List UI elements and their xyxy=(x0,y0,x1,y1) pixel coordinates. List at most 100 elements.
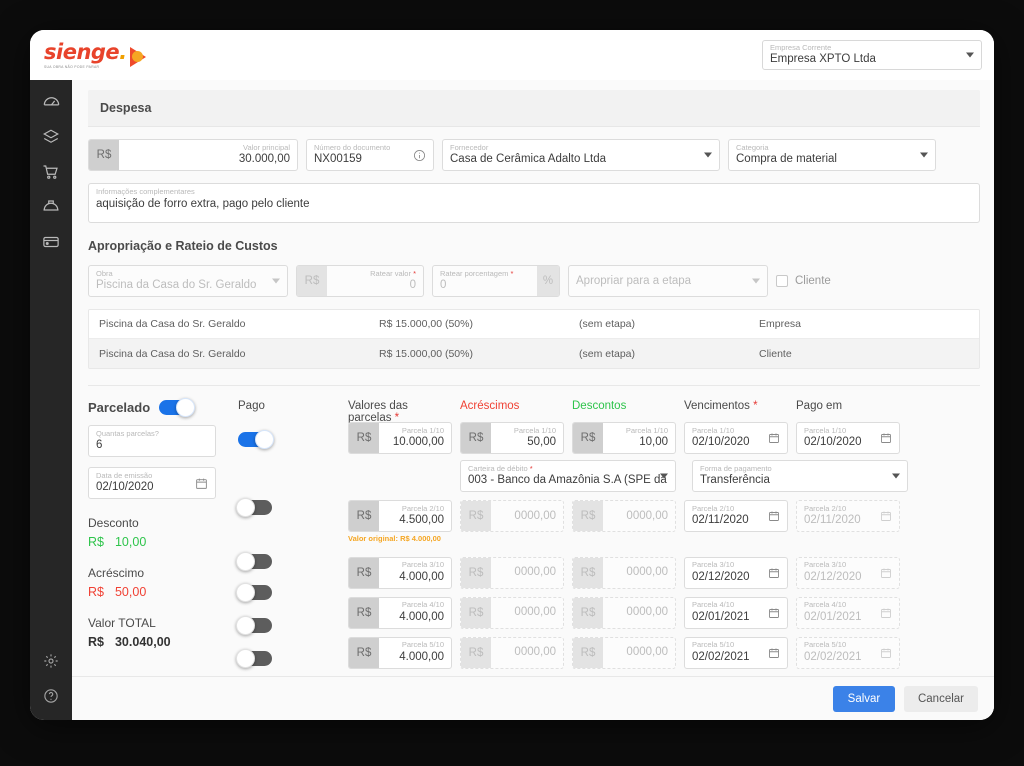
parcela-3-acrescimo-field[interactable]: R$ 0000,00 xyxy=(460,556,564,589)
parcela-5-vencimento-field[interactable]: Parcela 5/10 02/02/2021 xyxy=(684,636,788,669)
parcela-2-pago-em-field[interactable]: Parcela 2/10 02/11/2020 xyxy=(796,500,900,532)
parcela-row-3: R$ Parcela 3/10 4.000,00 xyxy=(348,556,980,589)
parcela-2-valor-field[interactable]: R$ Parcela 2/10 4.500,00 xyxy=(348,500,452,532)
calendar-icon[interactable] xyxy=(768,638,787,668)
header-vencimentos: Vencimentos * xyxy=(684,400,758,412)
sienge-logo[interactable]: sienge. SUA OBRA NÃO PODE PARAR xyxy=(44,41,146,69)
parcela-5-valor-field[interactable]: R$ Parcela 5/10 4.000,00 xyxy=(348,636,452,669)
parcela-3-pago-em-field[interactable]: Parcela 3/10 02/12/2020 xyxy=(796,556,900,589)
calendar-icon[interactable] xyxy=(880,598,899,628)
table-row[interactable]: Piscina da Casa do Sr. Geraldo R$ 15.000… xyxy=(89,310,979,339)
parcela-1-desconto-field[interactable]: R$ Parcela 1/10 10,00 xyxy=(572,422,676,454)
parcelado-toggle[interactable] xyxy=(159,398,196,417)
pago-toggle-6[interactable] xyxy=(236,649,272,668)
valor-principal-label: Valor principal xyxy=(243,143,290,152)
valor-principal-field[interactable]: R$ Valor principal 30.000,00 xyxy=(88,139,298,171)
parcela-5-desconto-field[interactable]: R$ 0000,00 xyxy=(572,636,676,669)
sidebar-item-cart[interactable] xyxy=(41,162,61,182)
parcela-1-acrescimo-field[interactable]: R$ Parcela 1/10 50,00 xyxy=(460,422,564,454)
parcela-4-pago-em-label: Parcela 4/10 xyxy=(804,601,847,609)
percent-suffix: % xyxy=(537,266,559,296)
parcela-1-vencimento-field[interactable]: Parcela 1/10 02/10/2020 xyxy=(684,422,788,454)
parcela-4-pago-em-value: 02/01/2021 xyxy=(804,610,862,623)
table-row[interactable]: Piscina da Casa do Sr. Geraldo R$ 15.000… xyxy=(89,339,979,368)
calendar-icon[interactable] xyxy=(768,501,787,531)
section-header-despesa: Despesa xyxy=(88,90,980,127)
ratear-valor-field[interactable]: R$ Ratear valor 0 xyxy=(296,265,424,297)
informacoes-label: Informações complementares xyxy=(96,188,195,196)
calendar-icon[interactable] xyxy=(768,598,787,628)
carteira-debito-select[interactable]: Carteira de débito 003 - Banco da Amazôn… xyxy=(460,460,676,492)
parcela-4-vencimento-field[interactable]: Parcela 4/10 02/01/2021 xyxy=(684,596,788,629)
parcela-3-vencimento-field[interactable]: Parcela 3/10 02/12/2020 xyxy=(684,556,788,589)
forma-pagamento-select[interactable]: Forma de pagamento Transferência xyxy=(692,460,908,492)
cancel-button[interactable]: Cancelar xyxy=(903,685,978,712)
parcelas-grid: Valores das parcelas * Acréscimos Descon… xyxy=(348,400,980,676)
calendar-icon[interactable] xyxy=(195,468,215,498)
desconto-prefix: R$ xyxy=(88,535,104,549)
parcela-1-valor-field[interactable]: R$ Parcela 1/10 10.000,00 xyxy=(348,422,452,454)
cliente-checkbox-label: Cliente xyxy=(795,275,831,287)
parcela-3-desconto-field[interactable]: R$ 0000,00 xyxy=(572,556,676,589)
parcela-2-acrescimo-placeholder: 0000,00 xyxy=(514,509,556,522)
parcela-5-acrescimo-placeholder: 0000,00 xyxy=(514,646,556,659)
parcela-2-valor-value: 4.500,00 xyxy=(399,514,444,527)
main-content: Despesa R$ Valor principal 30.000,00 xyxy=(72,80,994,720)
info-icon[interactable] xyxy=(413,140,433,170)
calendar-icon[interactable] xyxy=(880,501,899,531)
parcela-row-5: R$ Parcela 5/10 4.000,00 xyxy=(348,636,980,669)
sidebar-item-layers[interactable] xyxy=(41,127,61,147)
parcela-2-vencimento-field[interactable]: Parcela 2/10 02/11/2020 xyxy=(684,500,788,532)
parcela-4-valor-field[interactable]: R$ Parcela 4/10 4.000,00 xyxy=(348,596,452,629)
company-select[interactable]: Empresa Corrente Empresa XPTO Ltda xyxy=(762,40,982,70)
desconto-label: Desconto xyxy=(88,516,139,530)
etapa-value: Apropriar para a etapa xyxy=(576,274,692,287)
currency-prefix: R$ xyxy=(573,423,603,453)
sidebar-item-wallet[interactable] xyxy=(41,232,61,252)
quantas-parcelas-field[interactable]: Quantas parcelas? 6 xyxy=(88,425,216,457)
data-emissao-field[interactable]: Data de emissão 02/10/2020 xyxy=(88,467,216,499)
pago-column: Pago xyxy=(236,400,348,676)
chevron-down-icon xyxy=(892,473,900,479)
parcela-5-acrescimo-field[interactable]: R$ 0000,00 xyxy=(460,636,564,669)
cliente-checkbox[interactable]: Cliente xyxy=(776,265,831,297)
parcela-4-acrescimo-field[interactable]: R$ 0000,00 xyxy=(460,596,564,629)
parcela-1-pago-em-field[interactable]: Parcela 1/10 02/10/2020 xyxy=(796,422,900,454)
pago-toggle-4[interactable] xyxy=(236,583,272,602)
currency-prefix: R$ xyxy=(349,557,379,588)
pago-toggle-1[interactable] xyxy=(238,430,274,449)
parcela-5-pago-em-label: Parcela 5/10 xyxy=(804,641,847,649)
help-icon[interactable] xyxy=(41,686,61,706)
sidebar-item-helmet[interactable] xyxy=(41,197,61,217)
calendar-icon[interactable] xyxy=(768,423,787,453)
parcela-3-vencimento-value: 02/12/2020 xyxy=(692,570,750,583)
obra-select[interactable]: Obra Piscina da Casa do Sr. Geraldo xyxy=(88,265,288,297)
pago-toggle-3[interactable] xyxy=(236,552,272,571)
parcela-2-pago-em-value: 02/11/2020 xyxy=(804,514,861,527)
gear-icon[interactable] xyxy=(41,651,61,671)
parcela-2-acrescimo-field[interactable]: R$ 0000,00 xyxy=(460,500,564,532)
parcela-4-pago-em-field[interactable]: Parcela 4/10 02/01/2021 xyxy=(796,596,900,629)
ratear-valor-value: 0 xyxy=(409,279,416,292)
pago-toggle-5[interactable] xyxy=(236,616,272,635)
sidebar-item-dashboard[interactable] xyxy=(41,92,61,112)
fornecedor-select[interactable]: Fornecedor Casa de Cerâmica Adalto Ltda xyxy=(442,139,720,171)
informacoes-complementares-field[interactable]: Informações complementares aquisição de … xyxy=(88,183,980,223)
parcela-4-desconto-field[interactable]: R$ 0000,00 xyxy=(572,596,676,629)
parcela-3-valor-field[interactable]: R$ Parcela 3/10 4.000,00 xyxy=(348,556,452,589)
parcela-2-desconto-field[interactable]: R$ 0000,00 xyxy=(572,500,676,532)
parcela-row-4: R$ Parcela 4/10 4.000,00 xyxy=(348,596,980,629)
calendar-icon[interactable] xyxy=(880,638,899,668)
numero-documento-field[interactable]: Número do documento NX00159 xyxy=(306,139,434,171)
pago-toggle-2[interactable] xyxy=(236,498,272,517)
categoria-select[interactable]: Categoria Compra de material xyxy=(728,139,936,171)
save-button[interactable]: Salvar xyxy=(832,685,895,712)
calendar-icon[interactable] xyxy=(880,558,899,588)
parcela-5-pago-em-field[interactable]: Parcela 5/10 02/02/2021 xyxy=(796,636,900,669)
currency-prefix: R$ xyxy=(461,597,491,628)
informacoes-value: aquisição de forro extra, pago pelo clie… xyxy=(96,197,310,210)
calendar-icon[interactable] xyxy=(880,423,899,453)
calendar-icon[interactable] xyxy=(768,558,787,588)
etapa-select[interactable]: Apropriar para a etapa xyxy=(568,265,768,297)
ratear-porcentagem-field[interactable]: Ratear porcentagem 0 % xyxy=(432,265,560,297)
